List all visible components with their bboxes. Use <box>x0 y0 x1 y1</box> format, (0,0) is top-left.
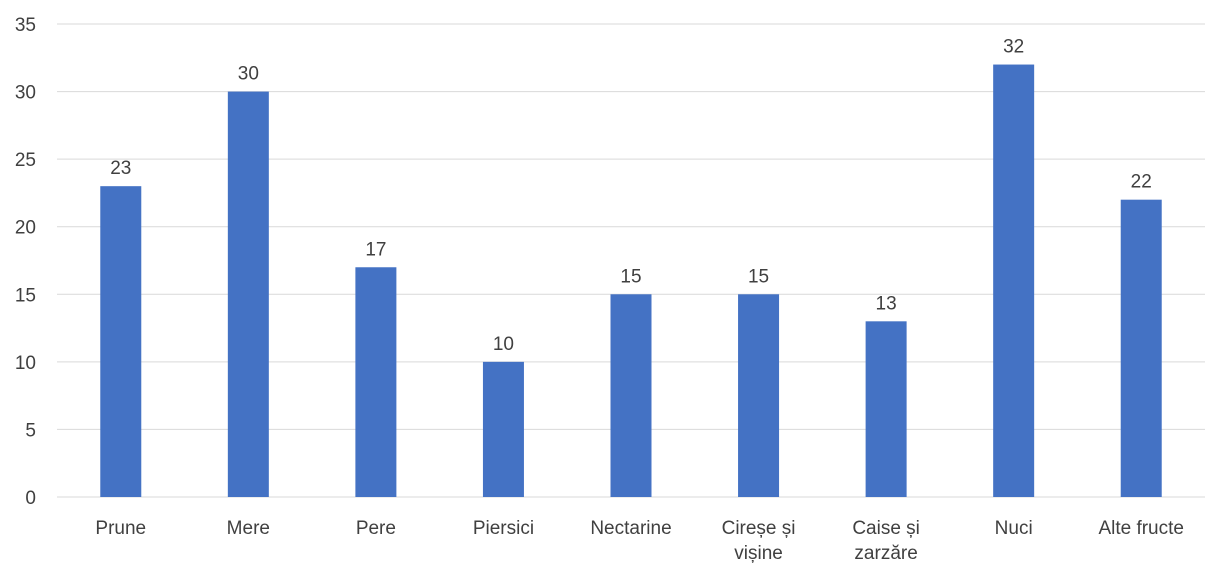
data-label: 10 <box>493 334 514 355</box>
y-tick-label: 20 <box>15 218 36 239</box>
bar <box>865 321 907 497</box>
category-label: Piersici <box>473 518 534 539</box>
bar <box>482 361 524 497</box>
bar <box>227 91 269 498</box>
category-label: Nectarine <box>590 518 671 539</box>
data-label: 13 <box>876 293 897 314</box>
y-tick-label: 15 <box>15 285 36 306</box>
x-axis-category-labels: Prune Mere Pere Piersici Nectarine Cireșe și v… <box>95 518 1184 564</box>
category-label: Nuci <box>995 518 1033 539</box>
bar <box>993 64 1035 498</box>
category-label: Pere <box>356 518 396 539</box>
category-label: Prune <box>95 518 146 539</box>
bar <box>1120 199 1162 497</box>
y-tick-label: 30 <box>15 83 36 104</box>
y-tick-label: 25 <box>15 150 36 171</box>
bar <box>355 267 397 497</box>
y-tick-label: 35 <box>15 15 36 36</box>
y-tick-label: 10 <box>15 353 36 374</box>
category-label: vișine <box>734 543 783 564</box>
data-label: 30 <box>238 64 259 85</box>
category-label: Mere <box>227 518 270 539</box>
category-label: zarzăre <box>854 543 917 564</box>
category-label: Caise și <box>852 518 920 539</box>
bars <box>100 64 1162 498</box>
data-label: 15 <box>748 266 769 287</box>
data-label: 32 <box>1003 37 1024 58</box>
data-label: 17 <box>365 239 386 260</box>
data-label: 23 <box>110 158 131 179</box>
data-label: 15 <box>620 266 641 287</box>
y-tick-label: 0 <box>25 488 36 509</box>
y-axis-tick-labels: 0 5 10 15 20 25 30 35 <box>15 15 36 509</box>
bar <box>610 294 652 497</box>
bar <box>100 186 142 497</box>
bar <box>738 294 780 497</box>
category-label: Alte fructe <box>1098 518 1184 539</box>
data-label: 22 <box>1131 172 1152 193</box>
category-label: Cireșe și <box>722 518 796 539</box>
data-labels: 23 30 17 10 15 15 13 32 22 <box>110 37 1152 355</box>
y-tick-label: 5 <box>25 420 36 441</box>
